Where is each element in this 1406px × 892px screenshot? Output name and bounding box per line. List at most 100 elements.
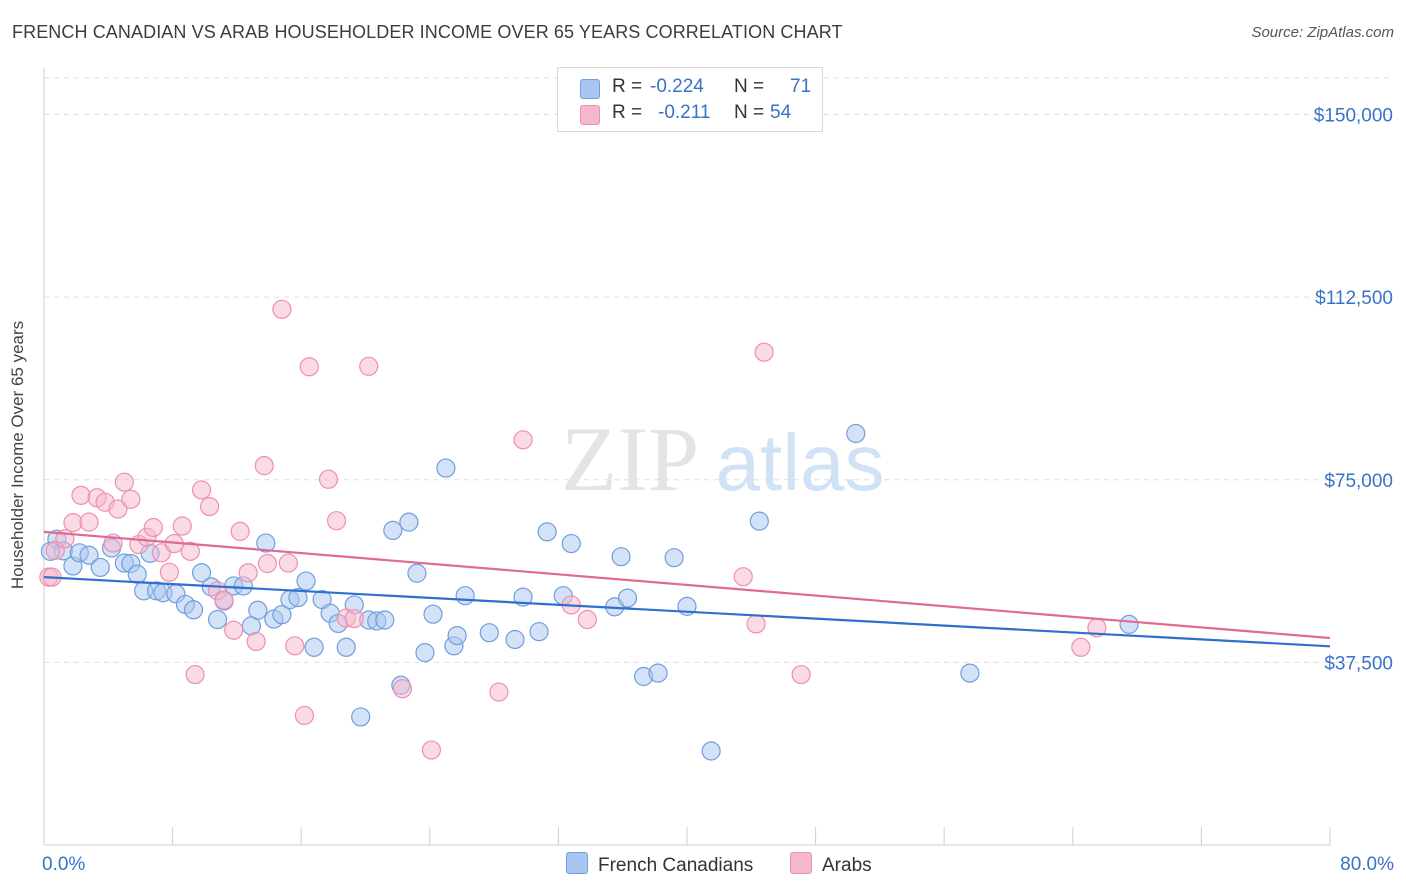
point-arabs xyxy=(230,521,250,541)
x-tick-label: 0.0% xyxy=(42,854,85,875)
trend-line-french-canadians xyxy=(43,576,1331,648)
point-arabs xyxy=(180,541,200,561)
y-tick-label: $150,000 xyxy=(1314,106,1393,127)
point-french-canadians xyxy=(296,571,316,591)
point-arabs xyxy=(326,511,347,531)
point-arabs xyxy=(159,562,179,582)
point-french-canadians xyxy=(79,545,99,565)
point-arabs xyxy=(254,456,274,476)
point-french-canadians xyxy=(701,741,721,761)
trend-line-arabs xyxy=(43,530,1331,640)
point-arabs xyxy=(63,513,83,533)
point-french-canadians xyxy=(272,605,292,625)
point-french-canadians xyxy=(191,563,212,583)
point-french-canadians xyxy=(383,520,403,541)
point-french-canadians xyxy=(1119,614,1139,634)
point-french-canadians xyxy=(455,586,475,606)
point-french-canadians xyxy=(256,533,276,553)
series-arabs-points xyxy=(39,299,1107,760)
point-french-canadians xyxy=(447,625,467,646)
point-arabs xyxy=(318,469,339,489)
point-arabs xyxy=(246,631,266,652)
point-french-canadians xyxy=(208,609,228,630)
point-arabs xyxy=(577,609,597,630)
trend-lines xyxy=(43,530,1331,648)
point-french-canadians xyxy=(611,547,631,567)
y-axis-label: Householder Income Over 65 years xyxy=(8,320,27,590)
point-french-canadians xyxy=(648,663,668,683)
point-arabs xyxy=(238,563,258,583)
point-french-canadians xyxy=(415,643,435,663)
bottom-legend-swatch-french-canadians xyxy=(566,852,588,874)
point-arabs xyxy=(791,664,811,685)
point-french-canadians xyxy=(248,600,268,620)
source-credit: Source: ZipAtlas.com xyxy=(1251,24,1394,41)
legend-n-label: N = xyxy=(734,76,765,97)
series-french-canadians-points xyxy=(40,423,1139,761)
point-arabs xyxy=(108,499,128,519)
legend-swatch-arabs xyxy=(580,105,600,125)
chart-title: FRENCH CANADIAN VS ARAB HOUSEHOLDER INCO… xyxy=(12,22,843,42)
point-french-canadians xyxy=(407,563,427,583)
legend-r-value: -0.211 xyxy=(658,102,711,123)
bottom-legend-label: Arabs xyxy=(822,855,872,876)
bottom-legend-label: French Canadians xyxy=(598,855,754,876)
point-french-canadians xyxy=(304,637,324,657)
point-french-canadians xyxy=(505,629,525,650)
point-french-canadians xyxy=(183,600,204,620)
point-french-canadians xyxy=(749,511,769,531)
point-arabs xyxy=(746,614,766,634)
point-arabs xyxy=(224,620,244,640)
point-arabs xyxy=(733,567,753,587)
point-arabs xyxy=(114,472,134,492)
point-french-canadians xyxy=(399,512,419,532)
point-arabs xyxy=(299,357,319,377)
point-arabs xyxy=(278,553,298,573)
point-french-canadians xyxy=(561,533,581,554)
point-french-canadians xyxy=(846,423,866,444)
point-arabs xyxy=(121,489,141,509)
bottom-legend-swatch-arabs xyxy=(790,852,812,874)
point-arabs xyxy=(257,553,278,574)
legend-n-value: 71 xyxy=(790,76,812,97)
point-arabs xyxy=(143,517,163,538)
tick-labels: $37,500 $75,000 $112,500 $150,000 0.0% 80.0% xyxy=(42,106,1394,875)
point-arabs xyxy=(199,496,220,517)
point-arabs xyxy=(79,512,99,532)
point-arabs xyxy=(489,682,509,702)
point-french-canadians xyxy=(617,588,638,608)
point-arabs xyxy=(344,608,364,629)
point-arabs xyxy=(513,430,533,450)
legend-r-label: R = xyxy=(612,76,643,97)
point-arabs xyxy=(754,342,774,362)
point-arabs xyxy=(185,664,205,685)
point-french-canadians xyxy=(537,522,557,542)
point-arabs xyxy=(294,705,315,726)
legend-swatch-french-canadians xyxy=(580,79,600,99)
point-french-canadians xyxy=(288,588,308,608)
point-french-canadians xyxy=(479,623,499,643)
point-arabs xyxy=(172,516,192,536)
point-arabs xyxy=(1071,637,1091,657)
point-french-canadians xyxy=(664,548,684,568)
point-arabs xyxy=(272,299,292,319)
watermark-zip: ZIP xyxy=(561,408,699,510)
watermark: ZIP atlas xyxy=(561,408,884,510)
point-arabs xyxy=(421,740,442,760)
legend-n-label: N = xyxy=(734,102,765,123)
y-tick-label: $75,000 xyxy=(1324,471,1393,492)
point-arabs xyxy=(359,356,379,376)
point-arabs xyxy=(71,485,91,505)
legend-r-label: R = xyxy=(612,102,643,123)
point-french-canadians xyxy=(436,458,456,478)
bottom-legend-arabs: Arabs xyxy=(790,852,872,877)
point-arabs xyxy=(151,543,171,563)
y-tick-label: $37,500 xyxy=(1324,653,1393,674)
point-french-canadians xyxy=(375,610,395,630)
point-french-canadians xyxy=(423,604,443,624)
point-arabs xyxy=(285,636,305,656)
point-arabs xyxy=(191,480,212,500)
point-french-canadians xyxy=(960,663,980,683)
point-arabs xyxy=(214,590,234,610)
